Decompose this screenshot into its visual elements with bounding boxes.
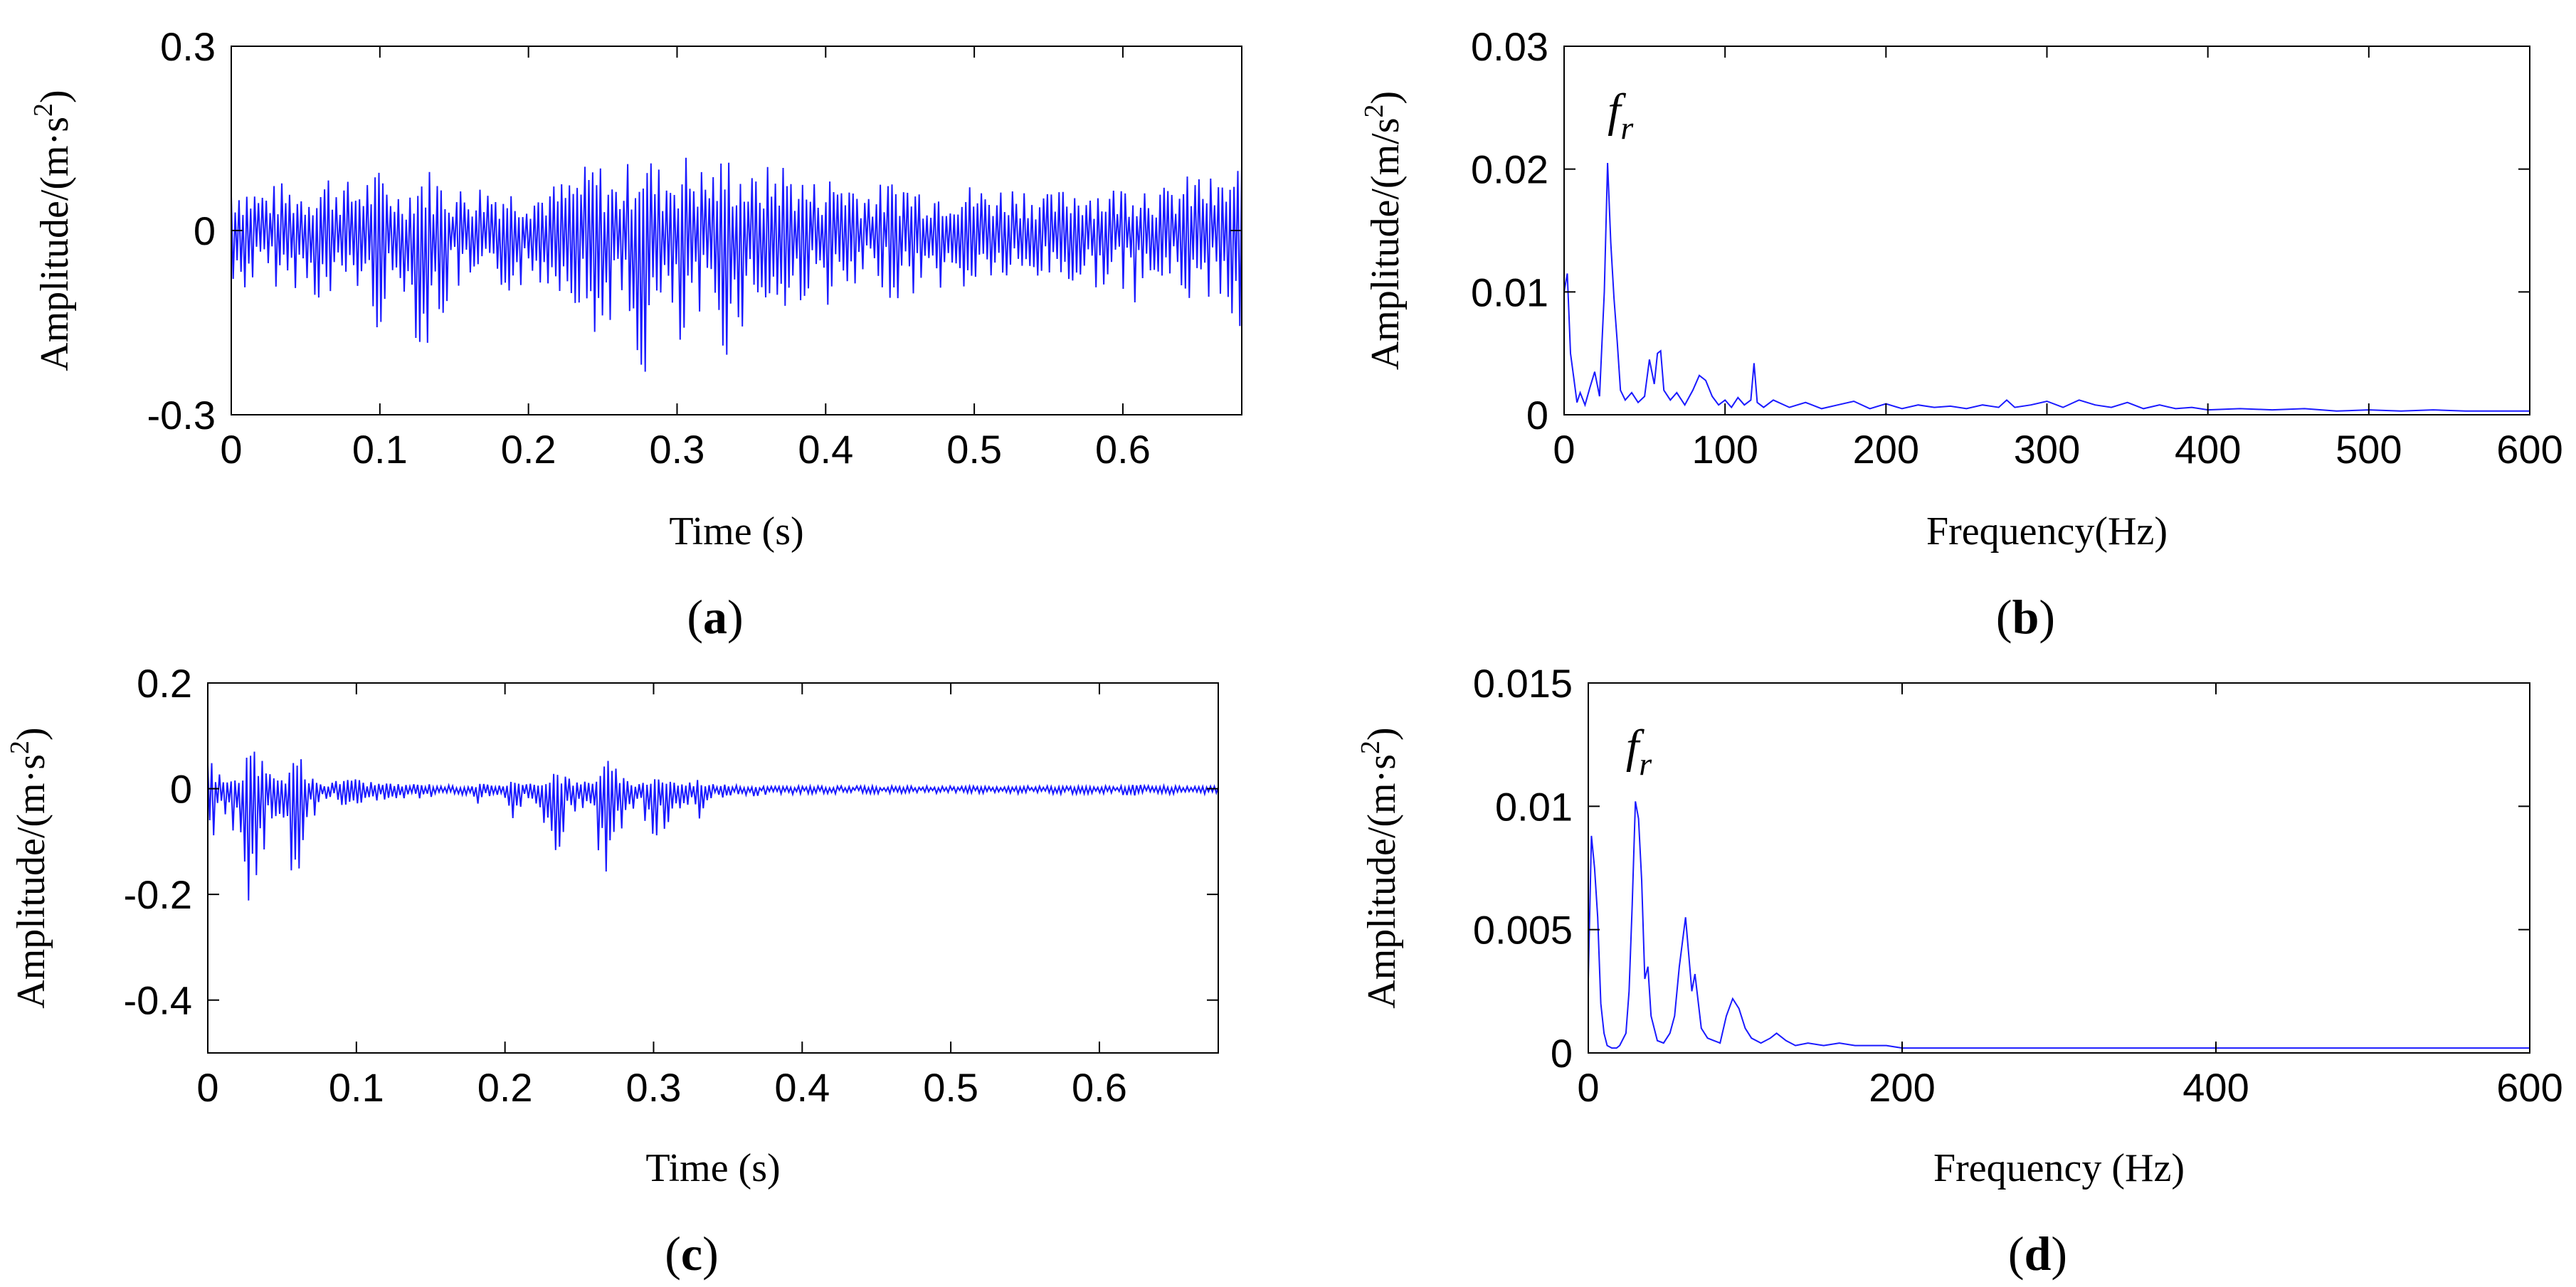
x-tick-label-c-1: 0.1 xyxy=(329,1065,384,1110)
x-tick-label-a-3: 0.3 xyxy=(650,427,705,472)
y-tick-label-c-3: 0.2 xyxy=(137,661,192,706)
chart-panel-b: 0 100 200 300 400 500 600 0 0.01 0.02 0.03 Frequenc… xyxy=(1359,24,2563,644)
x-axis-label-d: Frequency (Hz) xyxy=(1933,1146,2185,1190)
y-tick-label-c-1: -0.2 xyxy=(124,872,193,917)
chart-panel-d: 0 200 400 600 0 0.005 0.01 0.015 Frequency (Hz) A… xyxy=(1356,661,2563,1281)
x-tick-label-a-6: 0.6 xyxy=(1095,427,1151,472)
annotation-fr-b: fr xyxy=(1608,85,1634,146)
series-line-c-0 xyxy=(207,751,1219,901)
y-tick-label-a-2: 0.3 xyxy=(160,24,216,69)
axes-frame-c xyxy=(207,682,1219,1054)
x-tick-label-a-4: 0.4 xyxy=(798,427,853,472)
x-tick-label-a-5: 0.5 xyxy=(946,427,1002,472)
axes-frame-b xyxy=(1563,46,2530,415)
x-tick-label-c-2: 0.2 xyxy=(477,1065,533,1110)
y-tick-label-d-3: 0.015 xyxy=(1473,661,1573,706)
panel-label-b: (b) xyxy=(1996,590,2055,644)
series-line-b-0 xyxy=(1563,162,2530,412)
x-tick-label-d-3: 600 xyxy=(2496,1065,2562,1110)
x-tick-label-d-1: 200 xyxy=(1869,1065,1935,1110)
y-tick-label-b-3: 0.03 xyxy=(1471,24,1548,69)
x-axis-label-c: Time (s) xyxy=(645,1146,780,1190)
x-tick-label-a-0: 0 xyxy=(220,427,242,472)
x-tick-label-b-1: 100 xyxy=(1691,427,1758,472)
panel-label-d: (d) xyxy=(2008,1227,2067,1281)
x-tick-label-a-2: 0.2 xyxy=(501,427,556,472)
x-tick-label-b-5: 500 xyxy=(2335,427,2402,472)
series-line-a-0 xyxy=(231,157,1242,372)
panel-label-a: (a) xyxy=(687,590,743,644)
x-axis-label-b: Frequency(Hz) xyxy=(1926,509,2168,554)
chart-panel-c: 0 0.1 0.2 0.3 0.4 0.5 0.6 -0.4 -0.2 0 0.2 Time (s) A… xyxy=(5,661,1219,1281)
y-axis-label-c: Amplitude/(m·s2) xyxy=(5,727,53,1008)
x-tick-label-c-3: 0.3 xyxy=(626,1065,682,1110)
y-tick-label-b-1: 0.01 xyxy=(1471,270,1548,314)
x-tick-label-b-0: 0 xyxy=(1553,427,1575,472)
series-line-d-0 xyxy=(1588,801,2530,1049)
y-tick-label-c-2: 0 xyxy=(170,767,192,812)
x-tick-label-c-5: 0.5 xyxy=(923,1065,978,1110)
x-tick-label-b-3: 300 xyxy=(2014,427,2080,472)
y-tick-label-d-1: 0.005 xyxy=(1473,908,1573,953)
x-tick-label-b-4: 400 xyxy=(2175,427,2241,472)
y-axis-label-b: Amplitude/(m/s2) xyxy=(1359,91,1408,370)
axes-frame-d xyxy=(1588,682,2530,1054)
y-tick-label-d-0: 0 xyxy=(1551,1031,1573,1076)
annotation-fr-d: fr xyxy=(1626,721,1652,782)
x-tick-label-d-2: 400 xyxy=(2182,1065,2249,1110)
x-tick-label-c-0: 0 xyxy=(196,1065,218,1110)
y-tick-label-b-2: 0.02 xyxy=(1471,147,1548,192)
y-tick-label-a-1: 0 xyxy=(194,208,216,253)
y-tick-label-a-0: -0.3 xyxy=(147,393,216,438)
x-tick-label-b-6: 600 xyxy=(2496,427,2562,472)
y-axis-label-a: Amplitude/(m·s2) xyxy=(28,90,77,371)
x-tick-label-b-2: 200 xyxy=(1853,427,1919,472)
x-tick-label-a-1: 0.1 xyxy=(352,427,408,472)
y-tick-label-b-0: 0 xyxy=(1526,393,1548,438)
y-axis-label-d: Amplitude/(m·s2) xyxy=(1356,727,1404,1008)
x-tick-label-c-6: 0.6 xyxy=(1072,1065,1127,1110)
x-tick-label-d-0: 0 xyxy=(1577,1065,1599,1110)
y-tick-label-d-2: 0.01 xyxy=(1495,784,1573,829)
x-axis-label-a: Time (s) xyxy=(669,509,803,554)
panel-label-c: (c) xyxy=(665,1227,719,1281)
y-tick-label-c-0: -0.4 xyxy=(124,978,193,1023)
x-tick-label-c-4: 0.4 xyxy=(774,1065,830,1110)
